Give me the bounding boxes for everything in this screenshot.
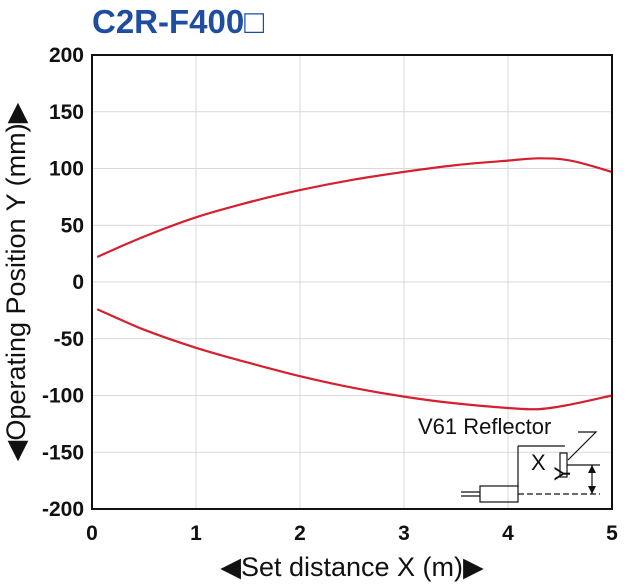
- y-arrow-up: [588, 465, 596, 473]
- y-tick-label: 0: [72, 271, 84, 294]
- y-axis-label: ◀Operating Position Y (mm)▶: [1, 102, 31, 461]
- y-tick-label: -150: [42, 441, 84, 464]
- upper-boundary-curve: [96, 157, 613, 259]
- x-tick-label: 0: [86, 522, 98, 545]
- x-tick-labels: 0 1 2 3 4 5: [86, 522, 618, 545]
- y-tick-label: 100: [49, 158, 84, 181]
- y-tick-labels: 200 150 100 50 0 -50 -100 -150 -200: [42, 44, 84, 521]
- x-axis-label: ◀Set distance X (m)▶: [220, 552, 484, 582]
- x-tick-label: 5: [606, 522, 618, 545]
- lower-boundary-curve: [96, 308, 613, 411]
- x-tick-label: 1: [190, 522, 202, 545]
- y-tick-label: 50: [61, 214, 84, 237]
- y-tick-label: 150: [49, 101, 84, 124]
- y-tick-label: -50: [54, 328, 84, 351]
- y-tick-label: -200: [42, 498, 84, 521]
- y-arrow-down: [588, 486, 596, 494]
- sensor-icon: [479, 485, 519, 503]
- setup-diagram: V61 Reflector X Y: [418, 414, 600, 503]
- y-tick-label: -100: [42, 385, 84, 408]
- chart-title: C2R-F400□: [92, 3, 264, 40]
- reflector-label: V61 Reflector: [418, 414, 551, 439]
- x-tick-label: 2: [294, 522, 306, 545]
- plot-frame: [91, 54, 613, 510]
- grid: [92, 55, 612, 509]
- y-offset-marker: Y: [550, 466, 575, 481]
- x-distance-marker: X: [531, 450, 546, 475]
- reflector-leader-line: [567, 431, 598, 461]
- x-tick-label: 3: [398, 522, 410, 545]
- series-group: [96, 157, 613, 411]
- x-tick-label: 4: [502, 522, 514, 545]
- y-tick-label: 200: [49, 44, 84, 67]
